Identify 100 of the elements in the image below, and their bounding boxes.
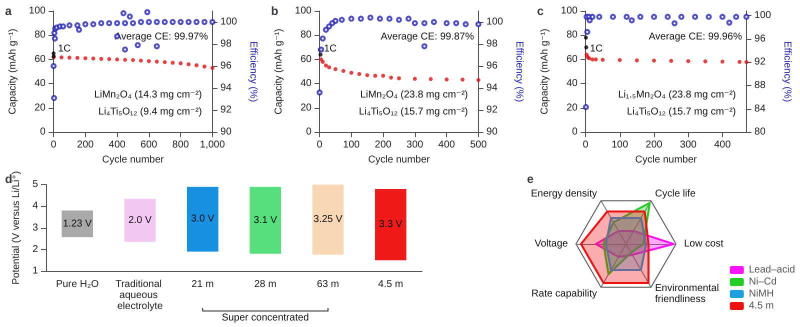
y-tick-label: 20 <box>34 102 46 114</box>
legend-label: 4.5 m <box>748 300 774 312</box>
y2-tick-label: 94 <box>220 82 232 94</box>
y-tick-label: 20 <box>566 102 578 114</box>
y-axis-title: Capacity (mAh g⁻¹) <box>274 28 284 114</box>
y-tick-label: 0 <box>40 126 46 138</box>
annotation: Li₄Ti₅O₁₂ (9.4 mg cm⁻²) <box>98 106 202 118</box>
x-axis-title: Cycle number <box>635 154 698 166</box>
data-label: 3.3 V <box>378 219 403 230</box>
y2-tick-label: 94 <box>486 82 498 94</box>
y2-tick-label: 96 <box>220 60 232 72</box>
annotation: 1C <box>324 44 337 54</box>
y2-tick-label: 98 <box>220 38 232 50</box>
y-tick-label: 3 <box>32 222 38 234</box>
y-tick-label: 80 <box>300 30 312 41</box>
annotation: 1C <box>590 44 603 54</box>
spoke-label: Rate capability <box>531 288 597 300</box>
x-tick-label: 500 <box>470 140 488 151</box>
annotation: Li₄Ti₅O₁₂ (15.7 mg cm⁻²) <box>626 106 736 118</box>
y-tick-label: 100 <box>294 6 312 16</box>
x-tick-label: 200 <box>646 140 663 151</box>
x-tick-label: 400 <box>438 140 456 151</box>
y-tick-label: 0 <box>306 126 312 138</box>
y-tick-label: 40 <box>566 78 578 90</box>
annotation: 1C <box>58 44 71 54</box>
legend-label: Ni–Cd <box>748 276 777 288</box>
y2-tick-label: 98 <box>486 38 498 50</box>
y2-tick-label: 80 <box>754 126 766 138</box>
y2-tick-label: 100 <box>754 10 772 22</box>
x-tick-label: Traditional aqueous electrolyte <box>115 279 165 312</box>
spoke-label: Cycle life <box>655 188 696 200</box>
x-tick-label: 21 m <box>192 279 214 290</box>
x-tick-label: 0 <box>316 140 323 151</box>
y-axis-title: Potential (V versus Li/Li⁺) <box>11 170 22 285</box>
spoke-label: Energy density <box>530 188 597 200</box>
y-axis-title: Capacity (mAh g⁻¹) <box>540 28 550 114</box>
x-axis-title: Cycle number <box>368 154 431 166</box>
x-tick-label: 200 <box>77 140 94 151</box>
y2-tick-label: 100 <box>486 16 504 28</box>
y-tick-label: 60 <box>34 54 46 65</box>
y2-tick-label: 92 <box>486 104 498 116</box>
data-label: 1.23 V <box>62 218 92 230</box>
legend-label: NiMH <box>748 288 774 300</box>
y2-tick-label: 100 <box>220 16 238 28</box>
y-axis-title: Capacity (mAh g⁻¹) <box>8 28 18 114</box>
x-tick-label: Pure H₂O <box>56 279 99 290</box>
y-tick-label: 40 <box>300 78 312 90</box>
y-tick-label: 80 <box>566 30 578 41</box>
y-tick-label: 60 <box>300 54 312 65</box>
y-tick-label: 1 <box>32 266 38 276</box>
x-tick-label: 0 <box>50 140 57 151</box>
annotation: Li₄Ti₅O₁₂ (15.7 mg cm⁻²) <box>358 106 468 118</box>
y2-tick-label: 90 <box>220 126 232 138</box>
data-label: 3.0 V <box>190 214 215 225</box>
annotation: Average CE: 99.97% <box>114 32 208 42</box>
x-tick-label: 28 m <box>254 279 276 290</box>
y2-tick-label: 84 <box>754 103 766 114</box>
y2-tick-label: 88 <box>754 80 766 92</box>
x-tick-label: 300 <box>680 140 698 151</box>
x-tick-label: 63 m <box>316 279 340 290</box>
y-tick-label: 20 <box>300 102 312 114</box>
x-tick-label: 4.5 m <box>378 279 404 290</box>
y2-axis-title: Efficiency (%) <box>782 41 792 102</box>
y2-tick-label: 96 <box>486 60 498 72</box>
data-label: 2.0 V <box>128 214 152 226</box>
annotation: Average CE: 99.87% <box>380 32 474 42</box>
y-tick-label: 60 <box>566 54 578 65</box>
x-tick-label: 0 <box>582 140 589 151</box>
chart-title: d <box>5 172 12 186</box>
y-tick-label: 40 <box>34 78 46 90</box>
y-tick-label: 80 <box>34 30 46 41</box>
y-tick-label: 4 <box>32 200 38 212</box>
y2-tick-label: 92 <box>220 104 232 116</box>
y-tick-label: 100 <box>28 6 46 16</box>
spoke-label: Voltage <box>534 238 568 250</box>
chart-title: a <box>5 4 12 18</box>
chart-title: c <box>537 4 544 18</box>
x-tick-label: 800 <box>172 140 190 151</box>
y-tick-label: 100 <box>560 6 578 16</box>
x-tick-label: 100 <box>611 140 629 151</box>
x-tick-label: 600 <box>140 140 158 151</box>
text: Super concentrated <box>222 312 309 324</box>
data-label: 3.25 V <box>314 214 343 226</box>
x-axis-title: Cycle number <box>102 154 165 166</box>
y-tick-label: 2 <box>32 244 38 255</box>
legend-label: Lead–acid <box>748 264 796 276</box>
x-tick-label: 300 <box>406 140 424 151</box>
y2-axis-title: Efficiency (%) <box>248 41 258 102</box>
y2-tick-label: 90 <box>486 126 498 138</box>
x-tick-label: 100 <box>343 140 360 151</box>
y2-tick-label: 92 <box>754 56 766 68</box>
spoke-label: Environmental friendliness <box>655 283 719 306</box>
x-tick-label: 400 <box>714 140 732 151</box>
y2-axis-title: Efficiency (%) <box>514 41 524 102</box>
chart-title: e <box>527 172 534 186</box>
annotation: LiMn₂O₄ (23.8 mg cm⁻²) <box>360 90 468 100</box>
y2-tick-label: 96 <box>754 33 766 44</box>
y-tick-label: 0 <box>572 126 578 138</box>
x-tick-label: 400 <box>108 140 126 151</box>
spoke-label: Low cost <box>684 238 724 250</box>
